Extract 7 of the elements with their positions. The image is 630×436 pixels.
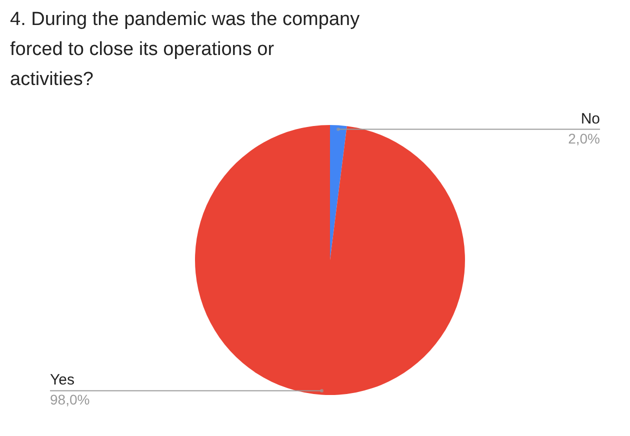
pie-slice bbox=[330, 125, 347, 260]
data-label: 2,0% bbox=[568, 130, 600, 146]
slice-label: Yes bbox=[50, 372, 74, 389]
pie-slice bbox=[195, 125, 465, 395]
slice-label: No bbox=[580, 110, 600, 128]
chart-title: 4. During the pandemic was the company forced to close its operations or activities? bbox=[10, 9, 360, 90]
data-label: 98,0% bbox=[50, 392, 90, 408]
